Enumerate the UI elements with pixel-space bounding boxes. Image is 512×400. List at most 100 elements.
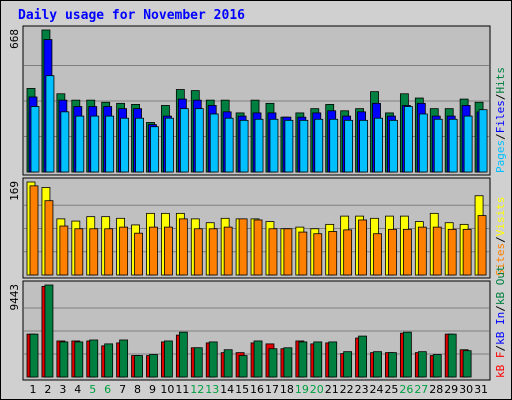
x-tick-label-24: 24 [370,383,384,396]
x-tick-label-26: 26 [399,383,413,396]
bar-sites-28 [432,226,442,276]
x-tick-label-12: 12 [190,383,204,396]
bar-sites-12 [193,228,203,276]
bar-kb-out-17 [268,348,278,378]
bar-pages-9 [150,126,159,173]
bar-kb-out-30 [462,350,472,378]
legend-entry: / [494,133,507,140]
bar-sites-2 [44,200,54,276]
bar-sites-21 [328,231,338,276]
bar-kb-out-25 [388,352,397,378]
x-tick-label-22: 22 [340,383,354,396]
legend-entry: / [494,236,507,243]
bar-pages-30 [463,115,473,173]
bar-pages-31 [478,109,488,173]
bar-pages-6 [105,115,115,173]
bar-kb-out-20 [313,341,323,378]
bar-pages-16 [254,118,264,173]
bar-kb-out-13 [208,341,218,378]
legend-entry: kB In [494,312,507,345]
x-tick-label-3: 3 [59,383,66,396]
bar-pages-19 [299,119,309,173]
x-tick-label-13: 13 [205,383,219,396]
bar-pages-26 [403,106,413,173]
x-tick-label-9: 9 [149,383,156,396]
x-tick-label-20: 20 [310,383,324,396]
bar-kb-out-24 [373,351,382,378]
x-tick-label-29: 29 [444,383,458,396]
bar-pages-25 [389,119,398,173]
max-label-visits-sites: 169 [8,181,21,201]
x-tick-label-2: 2 [44,383,51,396]
bar-sites-20 [313,233,323,276]
bar-kb-out-1 [29,333,39,378]
max-label-kbytes: 9443 [8,284,21,311]
bar-pages-2 [45,75,55,173]
bar-kb-out-14 [223,349,233,378]
bar-pages-13 [209,113,219,173]
bar-kb-out-4 [74,341,84,378]
bar-sites-26 [402,228,412,276]
bar-pages-18 [284,119,294,173]
legend-entry: / [494,94,507,101]
legend-hits-files-pages: Pages/Files/Hits [494,67,507,173]
x-tick-label-28: 28 [429,383,443,396]
bar-sites-23 [358,219,367,276]
bar-kb-out-19 [298,341,308,378]
chart-title: Daily usage for November 2016 [18,8,245,23]
bar-kb-out-2 [44,284,54,378]
bar-sites-8 [134,232,143,276]
legend-entry: Files [494,100,507,133]
bar-pages-8 [135,117,144,173]
bar-kb-out-23 [358,335,367,378]
bar-kb-out-11 [178,331,188,378]
legend-entry: kB Out [494,265,507,305]
bar-sites-11 [178,218,188,276]
x-tick-label-27: 27 [414,383,428,396]
bar-kb-out-21 [328,341,338,378]
bar-pages-22 [344,119,354,173]
x-tick-label-5: 5 [89,383,96,396]
legend-entry: kB F [494,352,507,379]
bar-sites-10 [164,226,173,276]
bar-sites-1 [29,185,39,276]
bar-kb-out-7 [119,339,129,378]
bar-kb-out-28 [432,354,442,378]
x-tick-label-17: 17 [265,383,279,396]
max-label-hits-files-pages: 668 [8,29,21,49]
bar-sites-18 [283,228,293,276]
bar-pages-4 [75,115,85,173]
x-tick-label-21: 21 [325,383,339,396]
bar-sites-31 [477,215,487,276]
legend-entry: / [494,345,507,352]
bar-sites-22 [343,229,353,276]
bar-sites-16 [253,219,263,276]
bar-pages-12 [194,108,204,173]
bar-pages-5 [90,115,100,173]
bar-sites-27 [417,226,427,276]
bar-sites-7 [119,226,129,276]
x-tick-label-25: 25 [384,383,398,396]
bar-kb-out-12 [193,347,203,378]
bar-pages-20 [314,118,324,173]
bar-kb-out-8 [134,355,143,378]
bar-kb-out-10 [164,340,173,378]
bar-sites-9 [149,226,158,276]
legend-entry: Visits [494,197,507,237]
bar-kb-out-22 [343,351,353,378]
bar-kb-out-27 [417,351,427,378]
legend-entry: Pages [494,140,507,173]
x-tick-label-18: 18 [280,383,294,396]
x-tick-label-31: 31 [474,383,488,396]
bar-sites-17 [268,228,278,276]
legend-entry: Hits [494,67,507,94]
legend-entry: Sites [494,243,507,276]
bar-pages-28 [433,118,443,173]
bar-kb-out-9 [149,354,158,378]
bar-kb-out-18 [283,347,293,378]
bar-sites-4 [74,228,84,276]
bar-pages-15 [239,119,249,173]
x-tick-label-1: 1 [30,383,37,396]
bar-pages-10 [165,117,174,173]
